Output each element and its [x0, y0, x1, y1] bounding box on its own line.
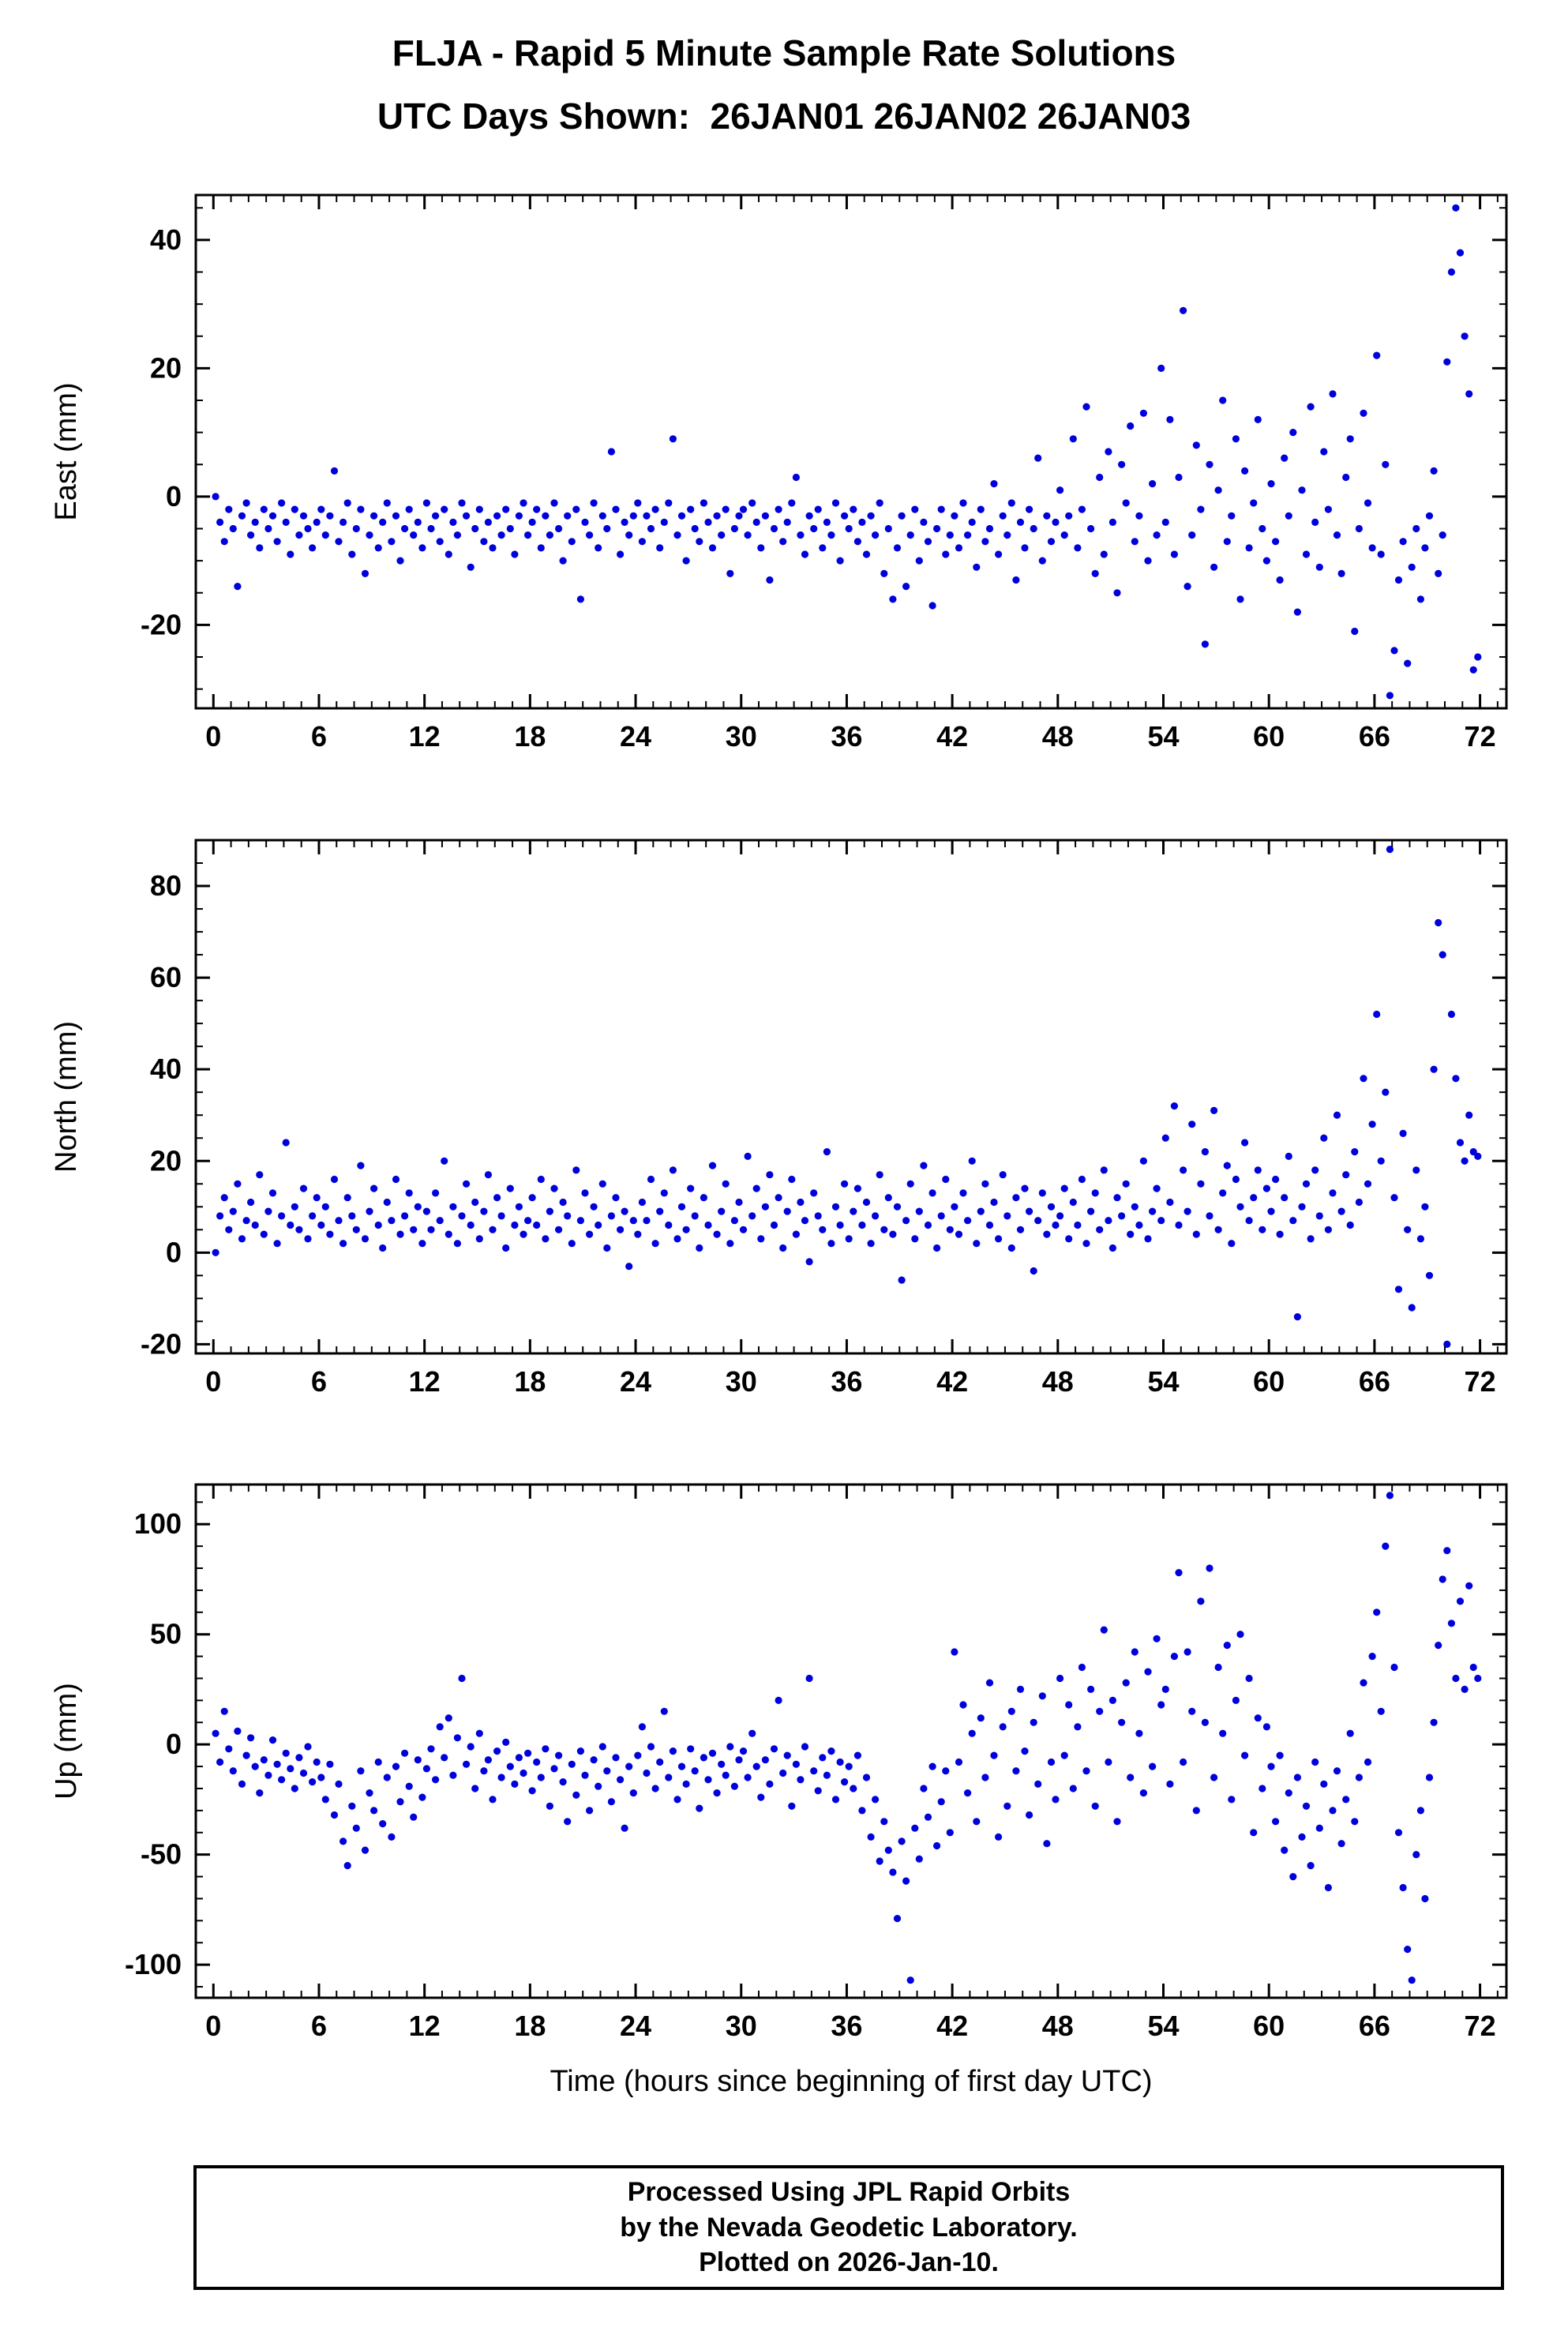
svg-text:42: 42 — [936, 720, 968, 753]
svg-text:18: 18 — [514, 2010, 546, 2042]
svg-text:100: 100 — [134, 1507, 182, 1540]
panel-east-chart: 0 6 12 18 24 30 36 42 48 54 60 66 72 -20 0 20 40 East (mm… — [0, 178, 1568, 778]
svg-text:72: 72 — [1465, 1365, 1496, 1398]
svg-text:0: 0 — [166, 480, 182, 512]
chart-title: FLJA - Rapid 5 Minute Sample Rate Soluti… — [392, 32, 1176, 73]
svg-text:66: 66 — [1359, 1365, 1390, 1398]
svg-text:54: 54 — [1147, 720, 1179, 753]
processing-note-box: Processed Using JPL Rapid Orbits by the … — [193, 2165, 1504, 2290]
svg-text:42: 42 — [936, 2010, 968, 2042]
svg-text:36: 36 — [831, 720, 862, 753]
x-axis-label: Time (hours since beginning of first day… — [550, 2065, 1152, 2098]
svg-text:36: 36 — [831, 1365, 862, 1398]
svg-text:30: 30 — [726, 1365, 757, 1398]
svg-text:6: 6 — [311, 720, 327, 753]
panel-north-chart: 0 6 12 18 24 30 36 42 48 54 60 66 72 -20 0 20 40 60 80 Nort… — [0, 823, 1568, 1423]
svg-text:18: 18 — [514, 720, 546, 753]
footer-line-3: Plotted on 2026-Jan-10. — [699, 2247, 999, 2278]
svg-text:66: 66 — [1359, 2010, 1390, 2042]
svg-text:-50: -50 — [141, 1838, 182, 1871]
y-axis-label-up: Up (mm) — [50, 1683, 83, 1800]
svg-text:20: 20 — [150, 351, 182, 384]
svg-text:60: 60 — [1253, 2010, 1285, 2042]
svg-text:12: 12 — [409, 2010, 441, 2042]
svg-text:0: 0 — [205, 2010, 221, 2042]
scatter-plot-north: 0 6 12 18 24 30 36 42 48 54 60 66 72 -20 0 20 40 60 80 Nort… — [50, 839, 1508, 1398]
svg-text:40: 40 — [150, 1053, 182, 1085]
panel-up-chart: 0 6 12 18 24 30 36 42 48 54 60 66 72 -100 -50 0 50 100 Up … — [0, 1467, 1568, 2123]
svg-text:72: 72 — [1465, 2010, 1496, 2042]
svg-text:54: 54 — [1147, 1365, 1179, 1398]
svg-text:30: 30 — [726, 2010, 757, 2042]
scatter-plot-east: 0 6 12 18 24 30 36 42 48 54 60 66 72 -20 0 20 40 East (mm… — [50, 193, 1508, 753]
svg-text:80: 80 — [150, 869, 182, 902]
svg-text:18: 18 — [514, 1365, 546, 1398]
svg-text:54: 54 — [1147, 2010, 1179, 2042]
svg-text:36: 36 — [831, 2010, 862, 2042]
scatter-plot-up: 0 6 12 18 24 30 36 42 48 54 60 66 72 -100 -50 0 50 100 Up … — [50, 1483, 1508, 2098]
data-points — [212, 204, 1482, 700]
svg-text:42: 42 — [936, 1365, 968, 1398]
svg-text:0: 0 — [166, 1236, 182, 1268]
footer-line-1: Processed Using JPL Rapid Orbits — [627, 2176, 1071, 2207]
svg-text:60: 60 — [150, 961, 182, 993]
svg-text:72: 72 — [1465, 720, 1496, 753]
svg-text:-20: -20 — [141, 1327, 182, 1360]
svg-text:24: 24 — [620, 1365, 651, 1398]
data-points — [212, 846, 1482, 1348]
y-axis-label-north: North (mm) — [50, 1021, 83, 1173]
svg-text:24: 24 — [620, 2010, 651, 2042]
data-points — [212, 1492, 1482, 1984]
svg-text:0: 0 — [205, 720, 221, 753]
y-axis-label-east: East (mm) — [50, 382, 83, 520]
svg-text:12: 12 — [409, 720, 441, 753]
svg-text:66: 66 — [1359, 720, 1390, 753]
svg-text:-100: -100 — [125, 1948, 182, 1980]
svg-text:-20: -20 — [141, 608, 182, 640]
svg-text:24: 24 — [620, 720, 651, 753]
svg-text:6: 6 — [311, 2010, 327, 2042]
svg-text:6: 6 — [311, 1365, 327, 1398]
svg-text:0: 0 — [166, 1728, 182, 1760]
svg-text:0: 0 — [205, 1365, 221, 1398]
svg-text:20: 20 — [150, 1144, 182, 1177]
footer-line-2: by the Nevada Geodetic Laboratory. — [620, 2212, 1078, 2243]
svg-text:40: 40 — [150, 223, 182, 256]
svg-text:60: 60 — [1253, 720, 1285, 753]
svg-text:50: 50 — [150, 1618, 182, 1650]
svg-text:30: 30 — [726, 720, 757, 753]
svg-text:60: 60 — [1253, 1365, 1285, 1398]
svg-text:48: 48 — [1042, 1365, 1074, 1398]
svg-text:48: 48 — [1042, 2010, 1074, 2042]
svg-text:12: 12 — [409, 1365, 441, 1398]
chart-subtitle: UTC Days Shown: 26JAN01 26JAN02 26JAN03 — [377, 96, 1191, 137]
svg-text:48: 48 — [1042, 720, 1074, 753]
